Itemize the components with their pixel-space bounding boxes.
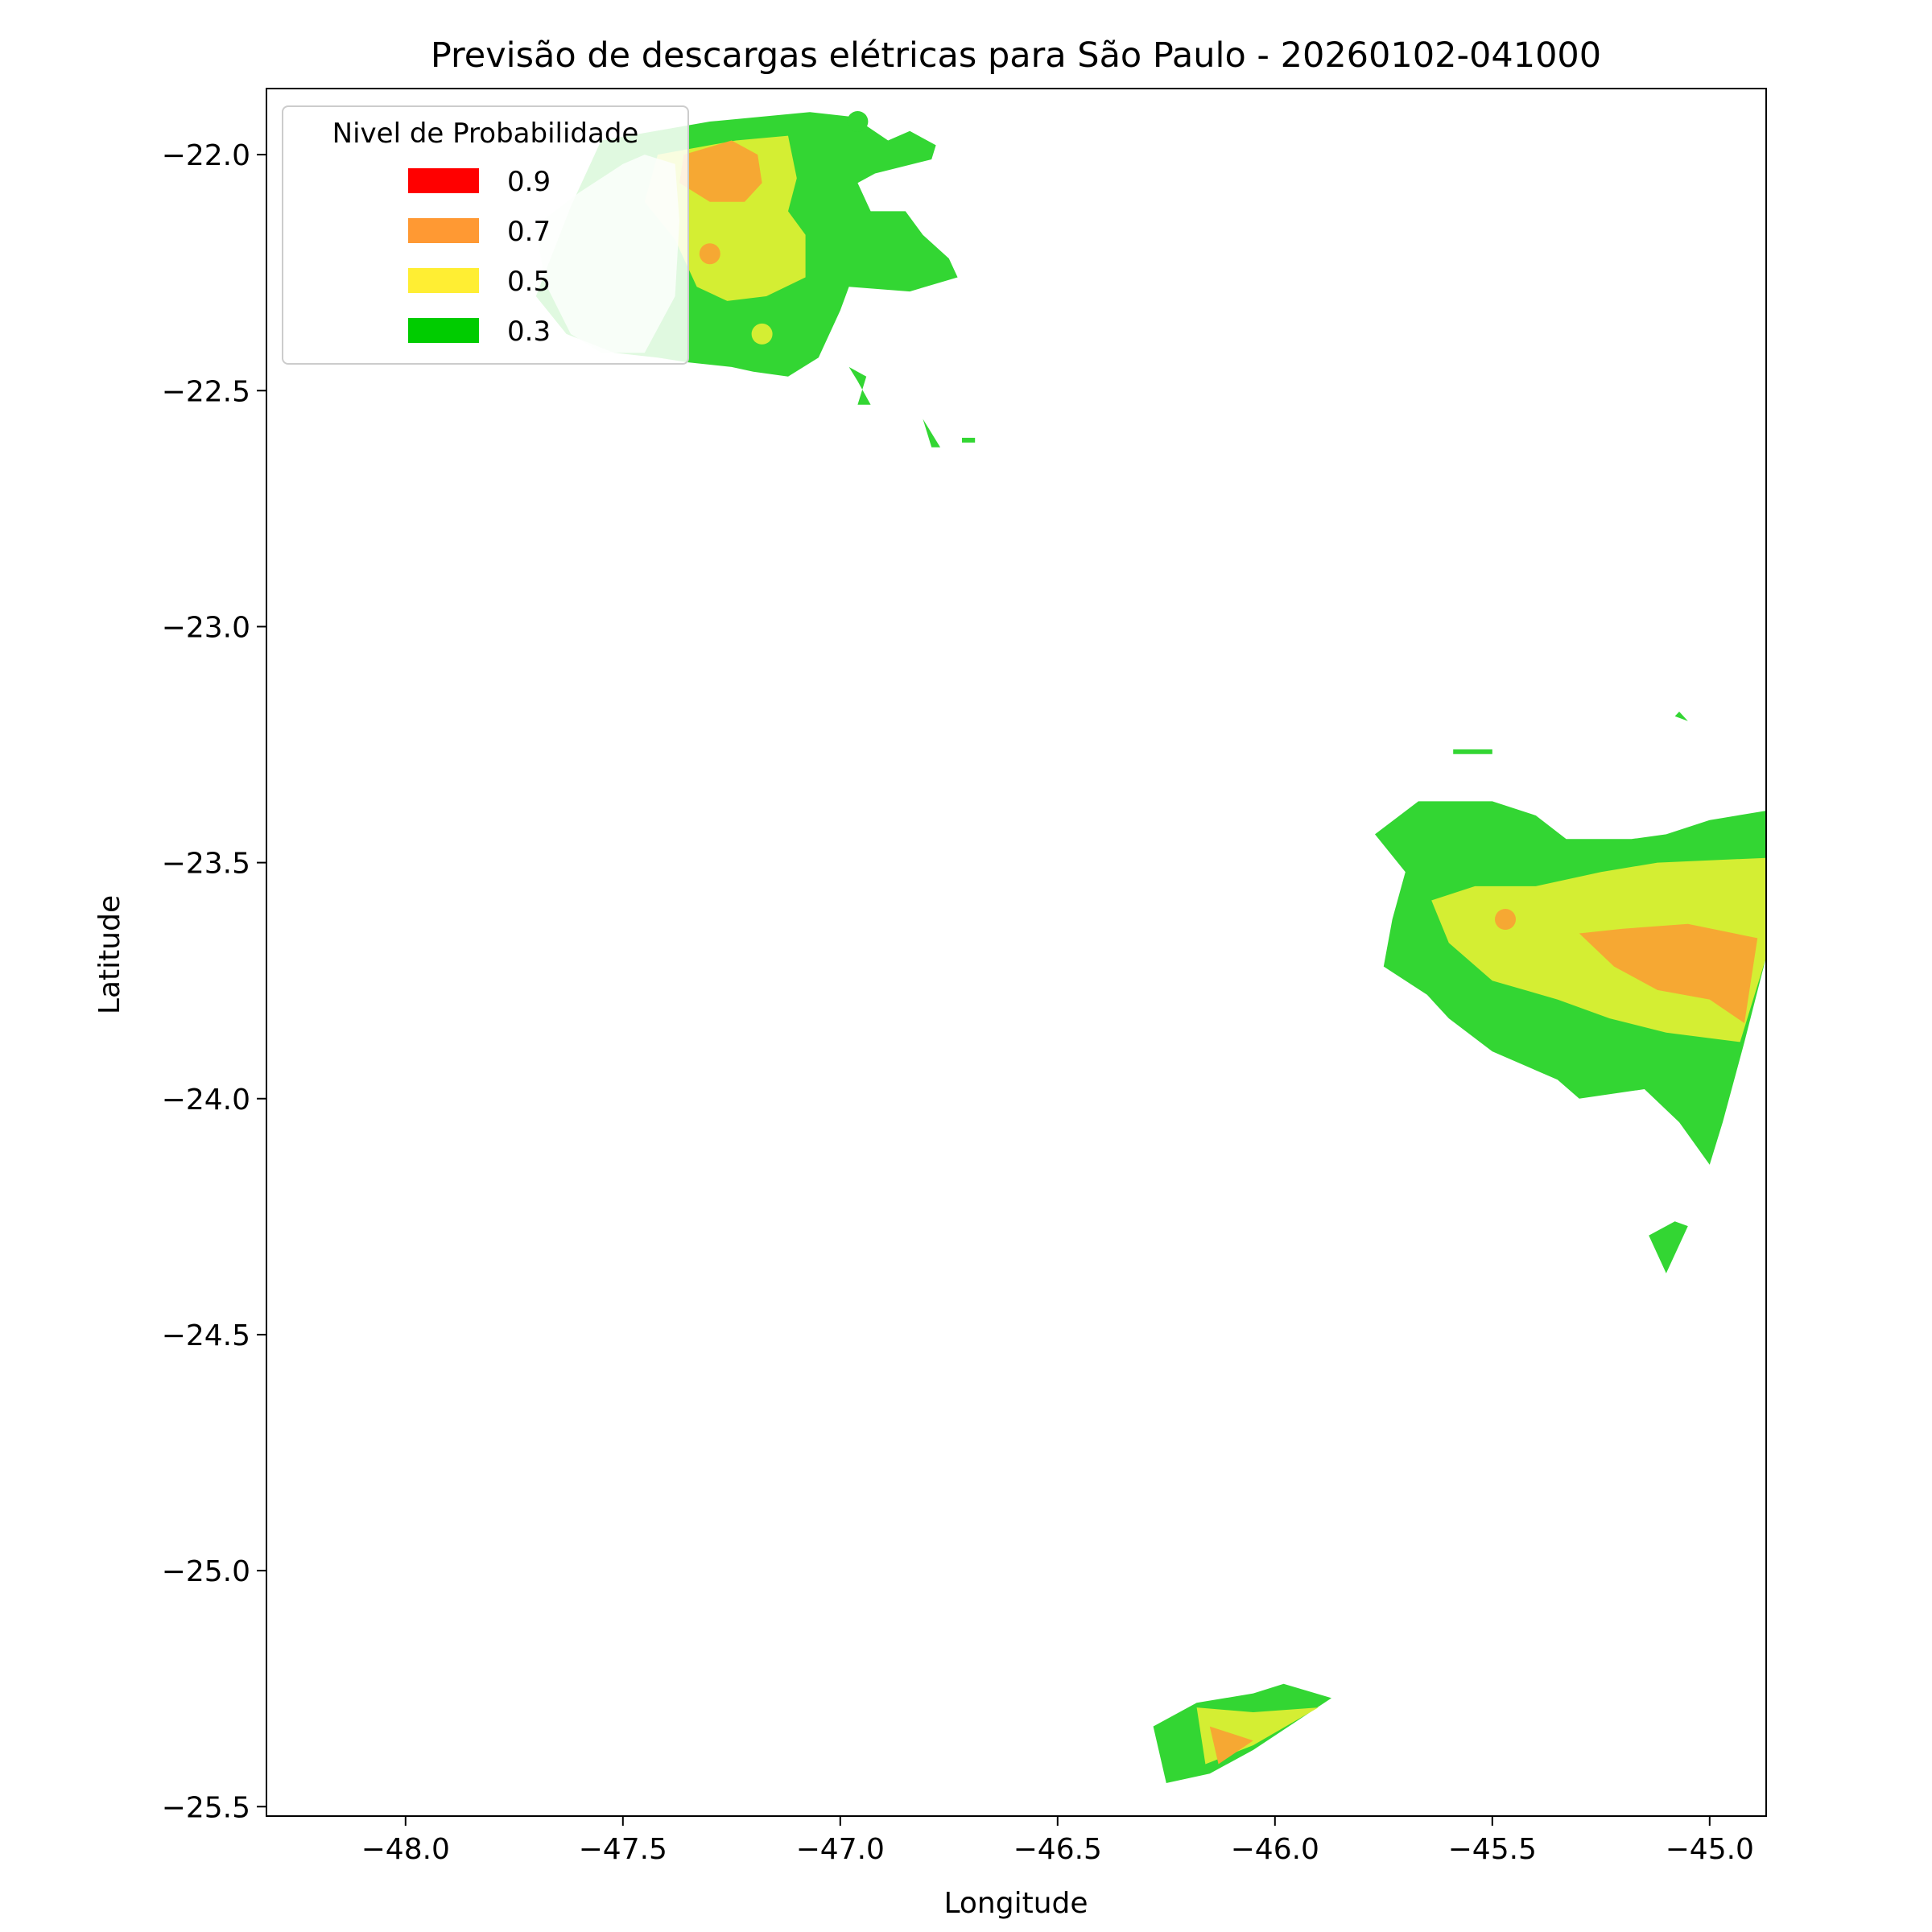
y-tick-label: −22.0 [162,139,250,172]
legend-title: Nivel de Probabilidade [332,118,639,150]
x-tick-label: −48.0 [361,1833,450,1866]
lightning-point [699,243,720,265]
contour-region-0-7 [679,140,762,202]
y-tick-label: −25.5 [162,1791,250,1824]
x-axis: −48.0 −47.5 −47.0 −46.5 −46.0 −45.5 −45.0 [361,1816,1754,1866]
x-axis-title: Longitude [943,1887,1088,1920]
y-tick-label: −25.0 [162,1555,250,1588]
contour-region-0-7 [1579,923,1758,1023]
lightning-point [847,111,869,132]
legend-label: 0.5 [507,266,551,298]
x-tick-label: −46.0 [1231,1833,1319,1866]
legend-box [282,105,689,365]
legend-label: 0.7 [507,216,551,248]
x-tick-label: −45.5 [1448,1833,1537,1866]
x-tick-label: −45.0 [1666,1833,1754,1866]
contour-region-0-3 [1453,749,1492,754]
legend-label: 0.3 [507,316,551,348]
y-tick-label: −24.0 [162,1084,250,1117]
lightning-point [751,323,773,345]
legend-label: 0.9 [507,166,551,198]
y-tick-label: −22.5 [162,375,250,408]
lightning-points [699,111,1516,930]
chart-title: Previsão de descargas elétricas para São… [431,35,1601,76]
contour-region-0-3 [1649,1221,1688,1274]
lightning-point [1495,909,1516,930]
contour-region-0-3 [848,366,871,405]
contour-region-0-3 [962,437,976,443]
legend-swatch [408,168,479,193]
y-axis-title: Latitude [93,895,126,1014]
y-axis: −22.0 −22.5 −23.0 −23.5 −24.0 −24.5 −25.0 −25.5 [162,139,266,1824]
plot-frame [266,88,1767,1817]
contour-region-0-3 [1674,712,1688,721]
legend-swatch [408,268,479,293]
legend-items: 0.9 0.7 0.5 0.3 [408,166,551,348]
x-tick-label: −47.5 [579,1833,667,1866]
x-tick-label: −46.5 [1013,1833,1102,1866]
legend-swatch [408,318,479,343]
y-tick-label: −23.5 [162,848,250,881]
legend: Nivel de Probabilidade 0.9 0.7 0.5 0.3 [282,105,689,365]
y-tick-label: −23.0 [162,611,250,644]
x-tick-label: −47.0 [796,1833,885,1866]
contour-region-0-7 [1209,1726,1253,1765]
legend-swatch [408,218,479,243]
contour-region-0-3 [923,419,940,448]
y-tick-label: −24.5 [162,1319,250,1352]
